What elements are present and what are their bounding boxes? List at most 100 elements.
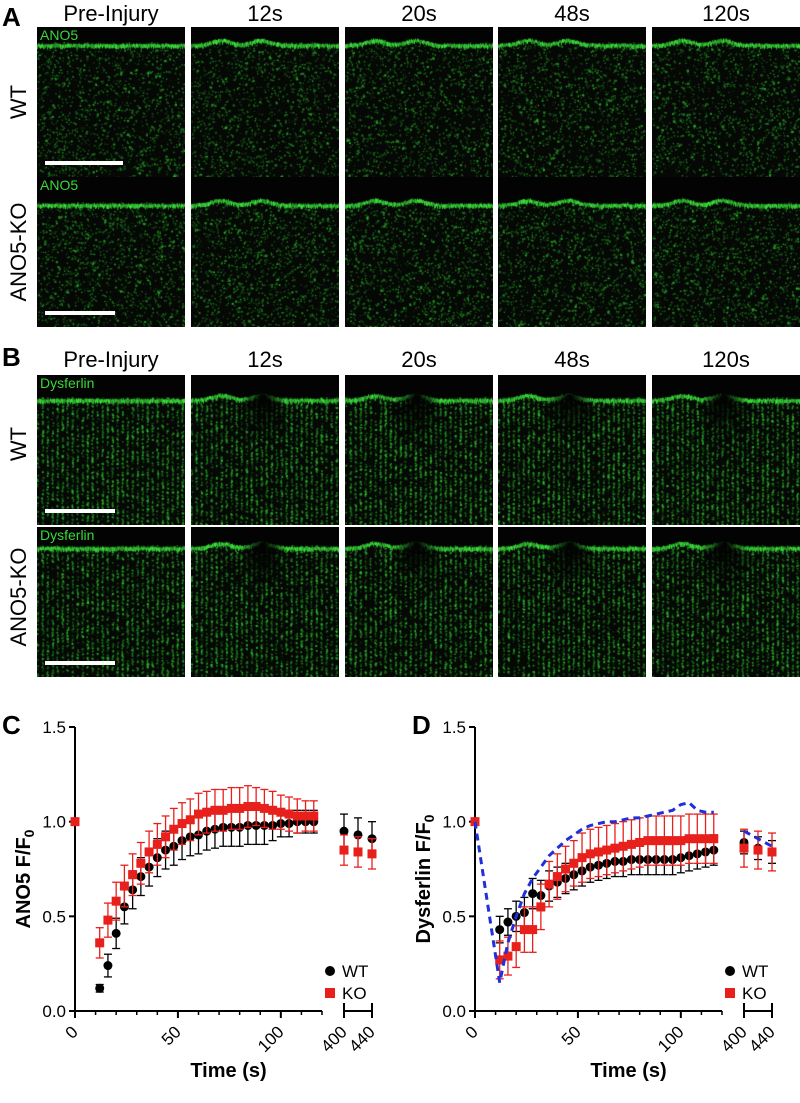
data-point xyxy=(659,836,669,846)
data-point xyxy=(259,803,269,813)
data-point xyxy=(643,836,653,846)
stain-label: Dysferlin xyxy=(40,527,95,543)
y-axis-label: ANO5 F/F0 xyxy=(13,829,37,928)
x-tick-label: 50 xyxy=(158,1022,185,1049)
dashed-curve xyxy=(473,801,714,983)
micrograph-a-ko-1 xyxy=(191,177,339,327)
micrograph-image xyxy=(652,177,800,327)
micrograph-b-ko-0: Dysferlin xyxy=(37,527,185,677)
micrograph-image xyxy=(652,27,800,177)
data-point xyxy=(103,961,113,971)
legend-marker xyxy=(725,988,735,998)
micrograph-image xyxy=(191,375,339,525)
x-tick-label: 50 xyxy=(558,1022,585,1049)
legend-label: WT xyxy=(742,962,768,981)
y-axis-label: Dysferlin F/F0 xyxy=(413,814,437,943)
data-point xyxy=(651,836,661,846)
data-point xyxy=(95,983,105,993)
legend-marker xyxy=(725,966,735,976)
data-point xyxy=(202,807,212,817)
data-point xyxy=(111,896,121,906)
data-point xyxy=(495,925,505,935)
legend-marker xyxy=(325,988,335,998)
micrograph-image xyxy=(191,27,339,177)
dashed-curve-break xyxy=(743,829,773,848)
row-label-ano5-ko: ANO5-KO xyxy=(6,202,31,302)
data-point xyxy=(144,847,154,857)
micrograph-a-ko-0: ANO5 xyxy=(37,177,185,327)
col-header-pre-injury: Pre-Injury xyxy=(63,1,159,26)
data-point xyxy=(626,839,636,849)
data-point xyxy=(561,864,571,874)
data-point xyxy=(367,849,377,859)
data-point xyxy=(251,802,261,812)
col-header-48s-b: 48s xyxy=(554,347,590,372)
micrograph-image xyxy=(652,375,800,525)
data-point xyxy=(676,836,686,846)
data-point xyxy=(495,955,505,965)
stain-label: ANO5 xyxy=(40,177,79,193)
panel-letter-c: C xyxy=(2,710,21,740)
data-point xyxy=(739,843,749,853)
micrograph-a-ko-2 xyxy=(345,177,493,327)
y-tick-label: 1.5 xyxy=(42,718,66,737)
x-tick-label: 440 xyxy=(345,1022,378,1055)
legend-label: WT xyxy=(342,962,368,981)
x-axis-label: Time (s) xyxy=(590,1060,666,1082)
micrograph-b-wt-0: Dysferlin xyxy=(37,375,185,525)
data-point xyxy=(309,811,319,821)
data-point xyxy=(753,845,763,855)
data-point xyxy=(511,942,521,952)
data-point xyxy=(235,803,245,813)
micrograph-image xyxy=(191,527,339,677)
y-axis-label-subscript: 0 xyxy=(421,814,437,822)
micrograph-image xyxy=(345,177,493,327)
legend-label: KO xyxy=(342,984,367,1003)
micrograph-image xyxy=(37,527,185,677)
data-point xyxy=(111,928,121,938)
micrograph-image xyxy=(191,177,339,327)
data-point xyxy=(353,847,363,857)
col-header-pre-injury-b: Pre-Injury xyxy=(63,347,159,372)
data-point xyxy=(194,809,203,819)
data-point xyxy=(709,834,719,844)
micrograph-a-wt-1 xyxy=(191,27,339,177)
data-point xyxy=(618,841,628,851)
series-ko xyxy=(470,813,777,980)
micrograph-image xyxy=(37,27,185,177)
data-point xyxy=(610,843,620,853)
data-point xyxy=(519,925,529,935)
data-point xyxy=(284,809,294,819)
micrograph-a-wt-3 xyxy=(498,27,646,177)
data-point xyxy=(767,847,777,857)
data-point xyxy=(528,889,538,899)
data-point xyxy=(684,834,694,844)
data-point xyxy=(292,811,302,821)
data-point xyxy=(70,817,80,827)
micrograph-image xyxy=(37,177,185,327)
data-point xyxy=(119,881,129,891)
micrograph-b-wt-1 xyxy=(191,375,339,525)
y-tick-label: 0.5 xyxy=(442,907,466,926)
data-point xyxy=(503,951,513,961)
data-point xyxy=(470,817,480,827)
micrograph-b-ko-2 xyxy=(345,527,493,677)
micrograph-b-wt-4 xyxy=(652,375,800,525)
y-tick-label: 0.0 xyxy=(42,1002,66,1021)
micrograph-image xyxy=(498,177,646,327)
y-tick-label: 1.0 xyxy=(42,813,66,832)
data-point xyxy=(692,834,702,844)
data-point xyxy=(577,853,587,863)
panel-letter-d: D xyxy=(412,710,431,740)
scale-bar xyxy=(45,161,123,165)
micrograph-image xyxy=(345,375,493,525)
panel-letter-a: A xyxy=(2,2,21,32)
micrograph-image xyxy=(37,375,185,525)
data-point xyxy=(594,847,603,857)
micrograph-image xyxy=(652,527,800,677)
x-tick-label: 0 xyxy=(62,1022,82,1042)
micrograph-image xyxy=(498,27,646,177)
y-tick-label: 0.5 xyxy=(42,907,66,926)
